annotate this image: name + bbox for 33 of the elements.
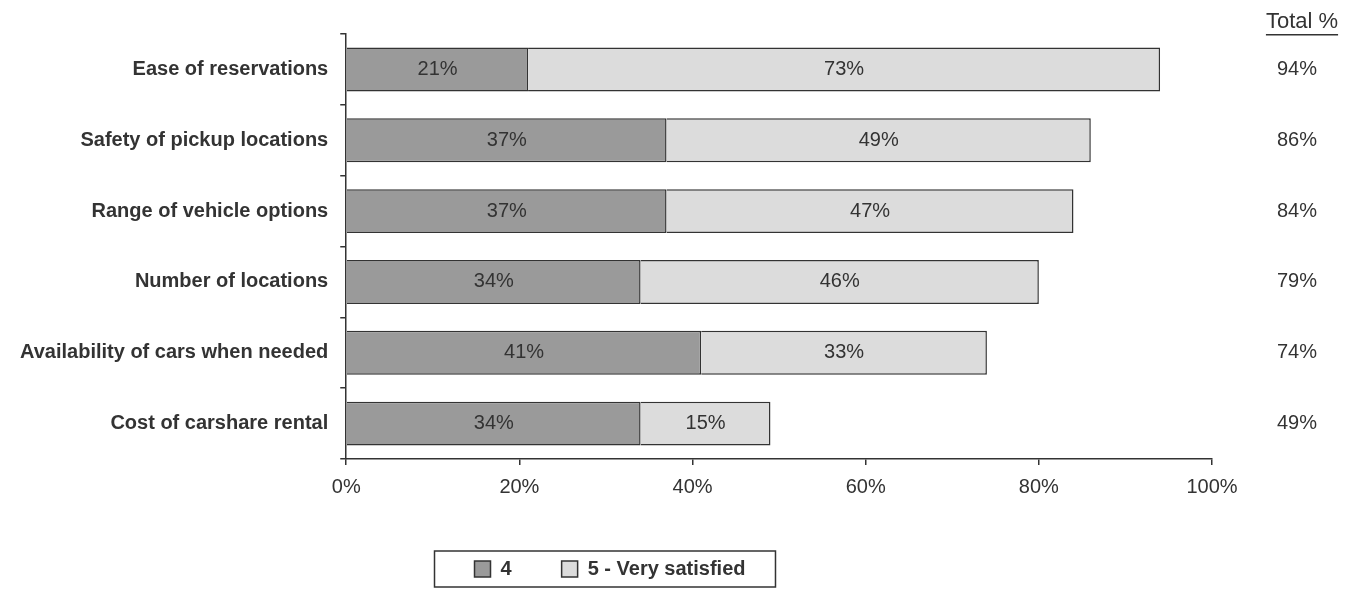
x-tick-label: 40% (672, 474, 713, 497)
data-label: 33% (824, 340, 865, 363)
data-label: 34% (473, 269, 515, 292)
legend-label: 5 - Very satisfied (587, 556, 746, 579)
x-tick-label: 60% (845, 474, 886, 497)
y-tick-label: Safety of pickup locations (80, 127, 329, 150)
y-tick-label: Cost of carshare rental (110, 411, 329, 434)
legend-label: 4 (500, 556, 513, 579)
text: 84% (1276, 198, 1318, 221)
data-label: 46% (819, 269, 860, 292)
data-label: 41% (504, 340, 545, 363)
y-tick-label: Ease of reservations (132, 56, 329, 79)
text: 94% (1276, 56, 1318, 79)
text: 49% (1276, 411, 1318, 434)
x-tick-label: 0% (331, 474, 361, 497)
y-tick-label: Number of locations (134, 269, 329, 292)
data-label: 34% (473, 411, 515, 434)
data-label: 37% (486, 127, 528, 150)
data-label: 49% (858, 127, 899, 150)
x-tick-label: 20% (499, 474, 540, 497)
data-label: 21% (417, 56, 458, 79)
text: 79% (1276, 269, 1318, 292)
data-label: 37% (486, 198, 528, 221)
y-tick-label: Range of vehicle options (91, 198, 329, 221)
text: 74% (1276, 340, 1318, 363)
x-tick-label: 100% (1186, 474, 1238, 497)
text: 86% (1276, 127, 1318, 150)
data-label: 73% (824, 56, 865, 79)
data-label: 15% (685, 411, 726, 434)
x-tick-label: 80% (1018, 474, 1060, 497)
y-tick-label: Availability of cars when needed (19, 340, 329, 363)
text: Total % (1265, 8, 1339, 34)
data-label: 47% (850, 198, 891, 221)
